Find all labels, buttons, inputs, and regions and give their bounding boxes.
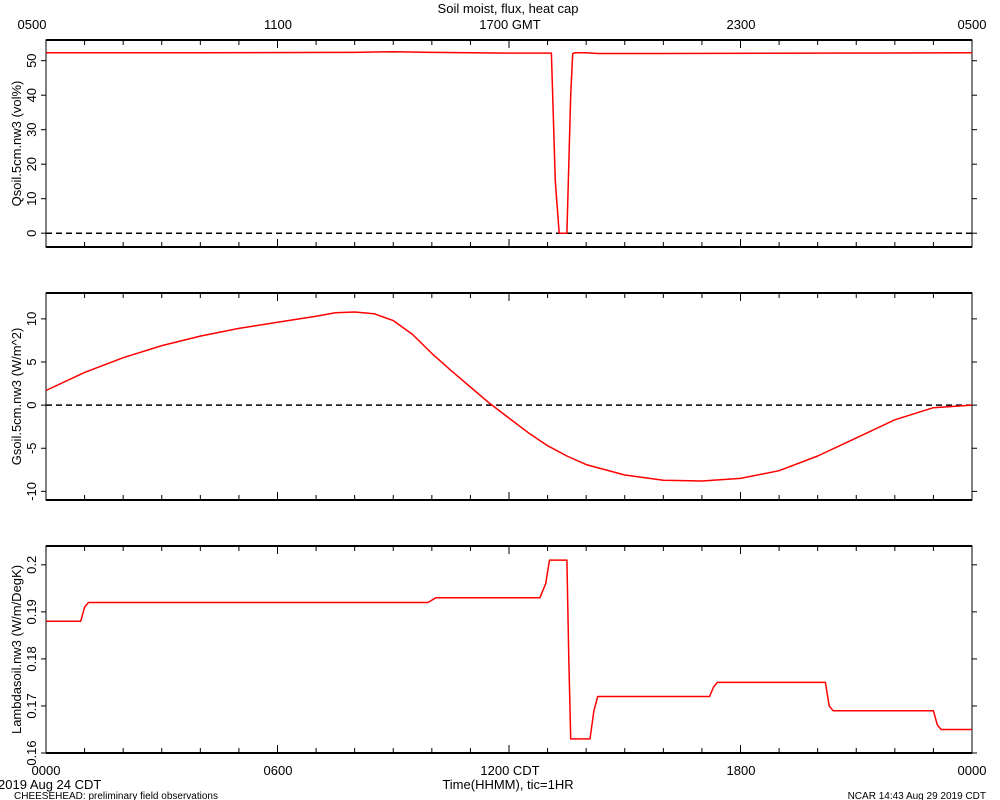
- bottom-tick-label: 1200 CDT: [480, 763, 539, 778]
- y-tick-label: -5: [24, 442, 39, 454]
- footer-project: CHEESEHEAD: preliminary field observatio…: [14, 791, 218, 800]
- series-line: [46, 559, 972, 740]
- plot-frame: [45, 292, 973, 501]
- y-tick-label: 0.2: [24, 556, 39, 574]
- y-axis-label: Qsoil.5cm.nw3 (vol%): [9, 81, 24, 207]
- y-tick-label: 0.18: [24, 646, 39, 671]
- bottom-tick-label: 1800: [727, 763, 756, 778]
- y-tick-label: 0.19: [24, 599, 39, 624]
- y-tick-label: 5: [24, 358, 39, 365]
- y-tick-label: 40: [24, 88, 39, 102]
- y-tick-label: -10: [24, 482, 39, 501]
- y-tick-label: 10: [24, 191, 39, 205]
- series-line: [46, 50, 973, 234]
- bottom-tick-label: 0600: [264, 763, 293, 778]
- y-axis-label: Gsoil.5cm.nw3 (W/m^2): [9, 328, 24, 466]
- y-tick-label: 20: [24, 157, 39, 171]
- footer-date: 2019 Aug 24 CDT: [0, 777, 101, 792]
- y-tick-label: 10: [24, 312, 39, 326]
- plot-frame: [45, 545, 973, 754]
- top-tick-label: 0500: [958, 17, 987, 32]
- x-axis-label: Time(HHMM), tic=1HR: [442, 777, 573, 792]
- plot-frame: [45, 39, 973, 248]
- bottom-tick-label: 0000: [958, 763, 987, 778]
- top-tick-label: 1100: [264, 17, 292, 32]
- chart-title: Soil moist, flux, heat cap: [438, 1, 579, 16]
- top-tick-label: 0500: [18, 17, 47, 32]
- top-tick-label: 1700 GMT: [479, 17, 540, 32]
- series-line: [45, 311, 973, 482]
- y-tick-label: 0: [24, 230, 39, 237]
- footer-credit: NCAR 14:43 Aug 29 2019 CDT: [848, 791, 986, 800]
- y-axis-label: Lambdasoil.nw3 (W/m/DegK): [9, 565, 24, 734]
- y-tick-label: 0.17: [24, 693, 39, 718]
- bottom-tick-label: 0000: [32, 763, 61, 778]
- y-tick-label: 50: [24, 53, 39, 67]
- top-tick-label: 2300: [727, 17, 756, 32]
- y-tick-label: 0: [24, 402, 39, 409]
- y-tick-label: 30: [24, 122, 39, 136]
- y-tick-label: 0.16: [24, 740, 39, 765]
